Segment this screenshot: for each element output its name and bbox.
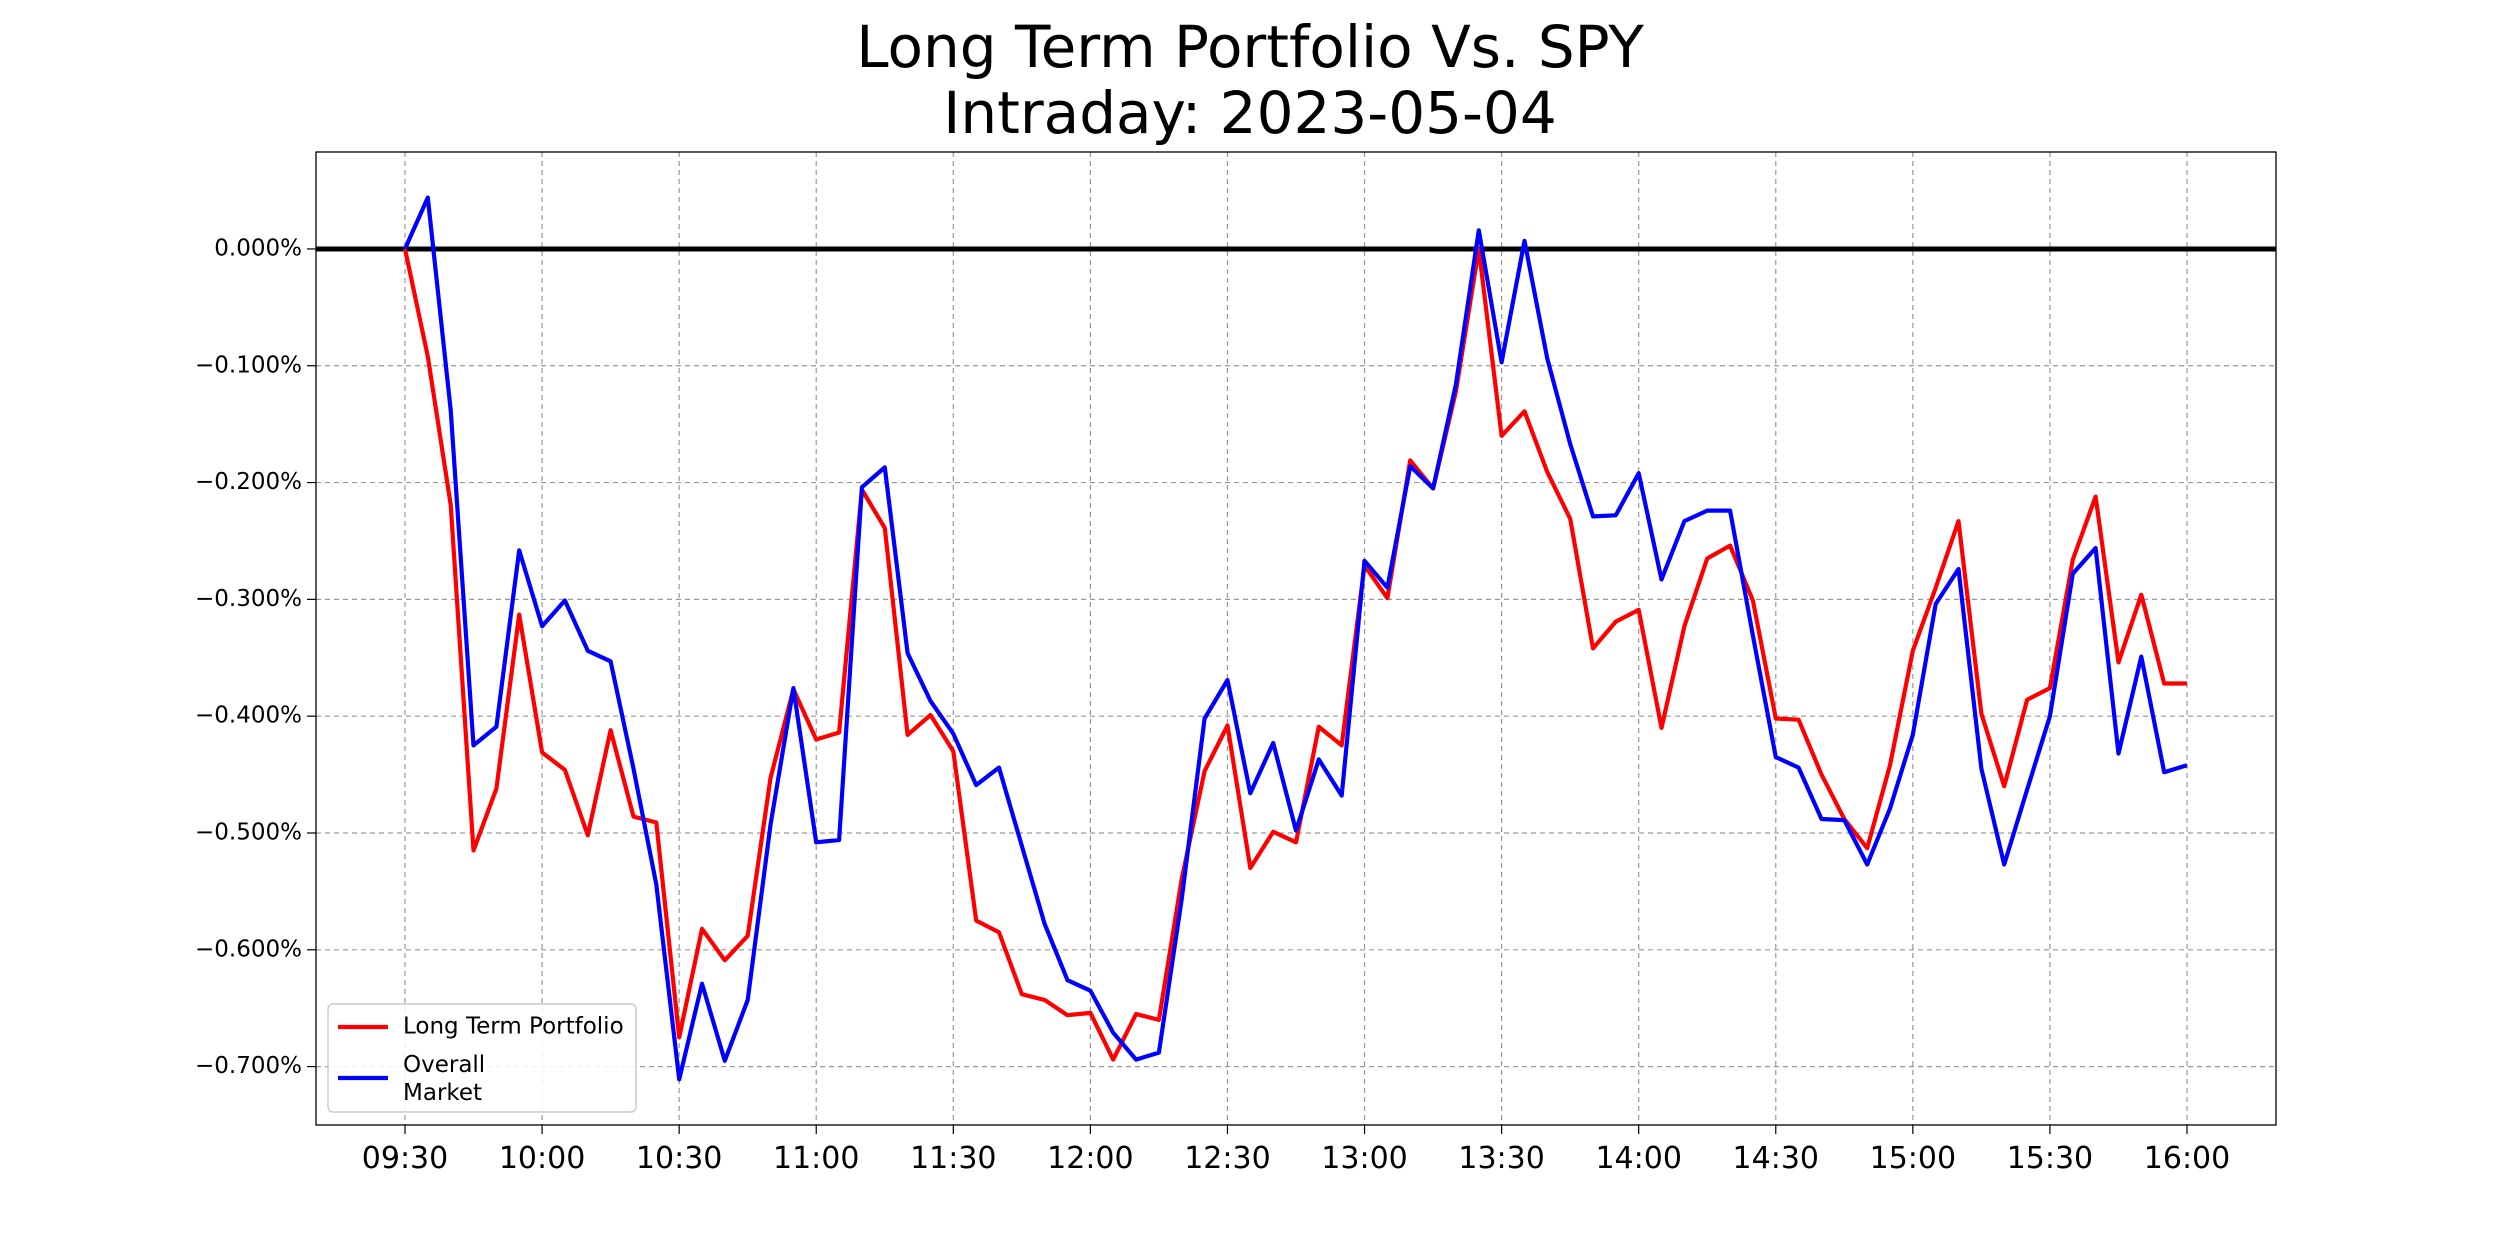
x-tick-label: 10:00 (499, 1141, 585, 1176)
y-tick-label: −0.600% (195, 936, 302, 962)
y-tick-label: −0.400% (195, 703, 302, 729)
x-tick-label: 09:30 (362, 1141, 448, 1176)
series-line (402, 246, 2187, 1062)
grid-lines (316, 152, 2276, 1125)
x-tick-label: 11:00 (773, 1141, 859, 1176)
y-tick-label: −0.500% (195, 819, 302, 845)
x-tick-label: 14:00 (1595, 1141, 1681, 1176)
legend-label-line: Market (403, 1080, 482, 1106)
x-tick-label: 12:00 (1047, 1141, 1133, 1176)
legend-label: Overall Market (403, 1052, 485, 1106)
x-axis-ticks: 09:30 10:00 10:30 11:00 11:30 12:00 12:30 13:00… (362, 1125, 2230, 1176)
x-tick-label: 15:30 (2007, 1141, 2093, 1176)
legend: Long Term Portfolio Overall Market (327, 1003, 637, 1113)
x-tick-label: 15:00 (1870, 1141, 1956, 1176)
x-tick-label: 14:30 (1733, 1141, 1819, 1176)
series-lines (402, 195, 2188, 1082)
legend-box (327, 1003, 637, 1113)
chart-subtitle: Intraday: 2023-05-04 (943, 79, 1557, 147)
series-line (403, 195, 2188, 1082)
y-tick-label: −0.100% (195, 352, 302, 378)
y-tick-label: −0.200% (195, 469, 302, 495)
x-tick-label: 13:30 (1458, 1141, 1544, 1176)
y-axis-ticks: 0.000% −0.100% −0.200% −0.300% −0.400% −0.500… (195, 235, 316, 1079)
x-tick-label: 11:30 (910, 1141, 996, 1176)
x-tick-label: 12:30 (1184, 1141, 1270, 1176)
x-tick-label: 13:00 (1321, 1141, 1407, 1176)
plot-area-frame (315, 151, 2277, 1126)
x-tick-label: 10:30 (636, 1141, 722, 1176)
x-tick-label: 16:00 (2144, 1141, 2230, 1176)
y-tick-label: −0.700% (195, 1053, 302, 1079)
y-tick-label: −0.300% (195, 586, 302, 612)
legend-label: Long Term Portfolio (403, 1014, 624, 1040)
chart-title: Long Term Portfolio Vs. SPY (856, 13, 1644, 81)
y-tick-label: 0.000% (214, 235, 302, 261)
legend-label-line: Overall (403, 1052, 485, 1078)
